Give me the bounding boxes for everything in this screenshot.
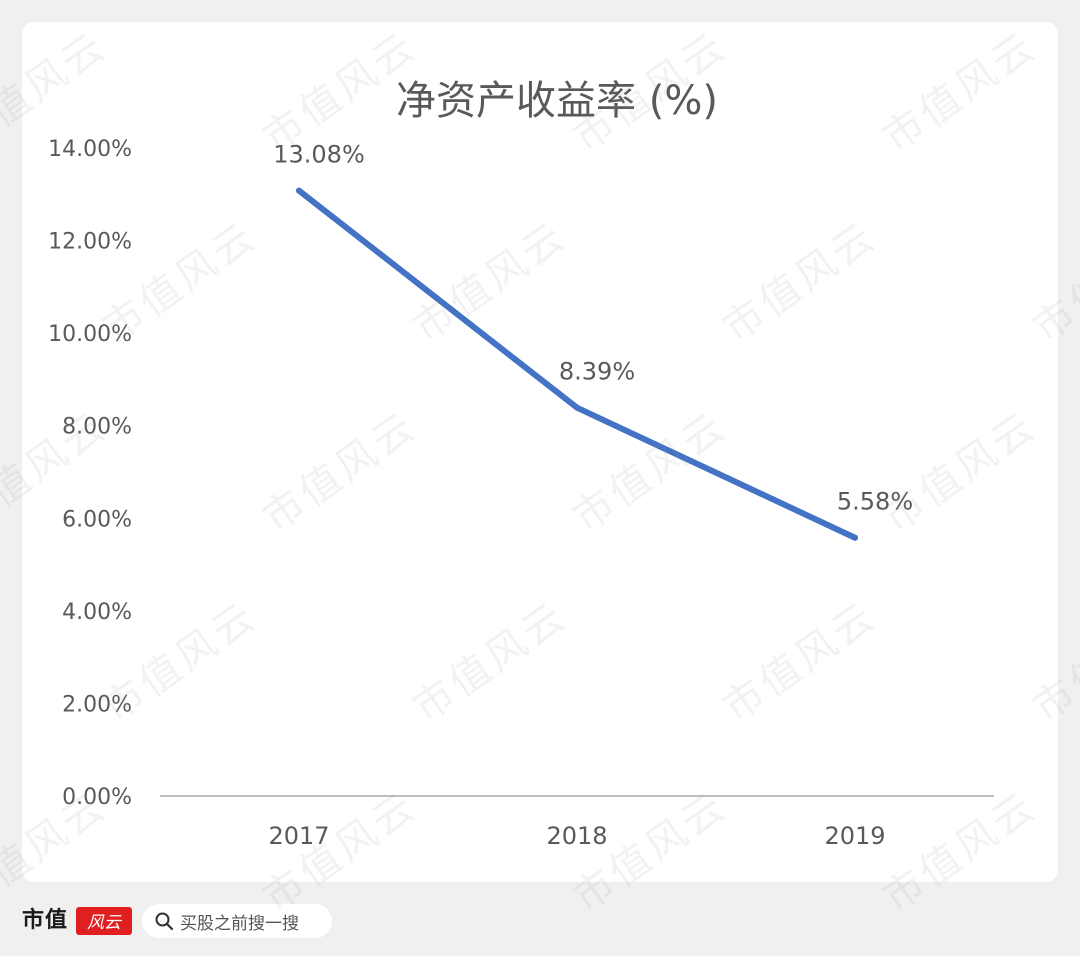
y-tick-label: 10.00% [48,322,132,347]
data-point [852,534,858,541]
chart-title: 净资产收益率 (%) [396,78,718,124]
footer: 市值 风云 买股之前搜一搜 [0,882,1080,956]
y-tick-label: 12.00% [48,230,132,255]
brand-name: 市值 [22,908,69,933]
x-tick-label: 2018 [546,822,607,850]
chart: 净资产收益率 (%) 0.00% 2.00% 4.00% 6.00% 8.00% 10.0… [48,78,994,850]
chart-card: 净资产收益率 (%) 0.00% 2.00% 4.00% 6.00% 8.00% 10.0… [22,22,1058,882]
search-icon [155,912,174,931]
data-point [574,404,580,411]
y-tick-label: 2.00% [62,692,132,717]
brand-logo: 风云 [76,907,132,935]
data-label: 13.08% [273,141,365,169]
data-label: 5.58% [837,488,913,516]
brand-logo-text: 风云 [87,913,123,933]
y-tick-label: 14.00% [48,137,132,162]
data-labels: 13.08% 8.39% 5.58% [273,141,913,516]
x-axis-ticks: 2017 2018 2019 [268,822,885,850]
data-label: 8.39% [559,358,635,386]
x-tick-label: 2017 [268,822,329,850]
x-tick-label: 2019 [824,822,885,850]
y-axis-ticks: 0.00% 2.00% 4.00% 6.00% 8.00% 10.00% 12.00% 14.… [48,137,132,810]
series-group [296,187,858,541]
search-box[interactable]: 买股之前搜一搜 [142,904,332,938]
y-tick-label: 6.00% [62,507,132,532]
search-placeholder: 买股之前搜一搜 [180,913,299,934]
y-tick-label: 8.00% [62,415,132,440]
data-point [296,187,302,194]
y-tick-label: 4.00% [62,600,132,625]
y-tick-label: 0.00% [62,785,132,810]
